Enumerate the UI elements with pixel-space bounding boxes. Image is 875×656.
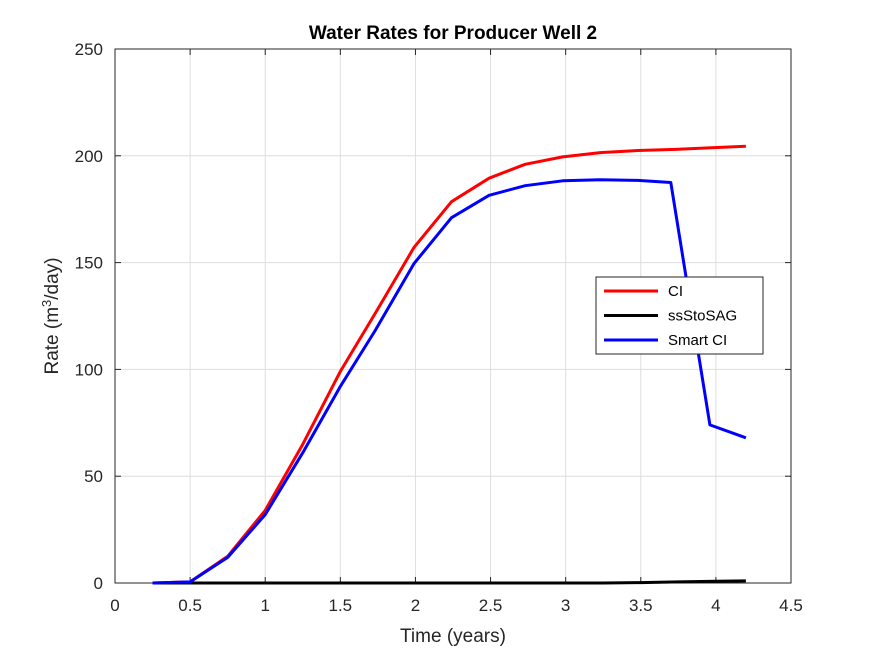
series-line-ci — [152, 144, 746, 585]
x-tick-label: 3 — [561, 596, 570, 615]
y-tick-label: 150 — [75, 254, 103, 273]
x-tick-label: 3.5 — [629, 596, 653, 615]
x-tick-label: 2.5 — [479, 596, 503, 615]
y-tick-label: 250 — [75, 40, 103, 59]
y-tick-label: 200 — [75, 147, 103, 166]
chart-title: Water Rates for Producer Well 2 — [309, 23, 597, 44]
legend-label-ci: CI — [668, 283, 683, 300]
x-tick-label: 4 — [711, 596, 720, 615]
series-line-smart-ci — [152, 178, 747, 585]
y-tick-label: 100 — [75, 360, 103, 379]
legend-label-smart-ci: Smart CI — [668, 332, 727, 349]
x-tick-label: 1.5 — [329, 596, 353, 615]
legend-label-ssstosag: ssStoSAG — [668, 308, 737, 325]
x-tick-label: 1 — [260, 596, 269, 615]
y-axis-label-prefix: Rate (m — [42, 307, 63, 375]
y-axis-label-superscript: 3 — [39, 300, 54, 307]
series-lines — [152, 144, 747, 585]
y-axis-label-suffix: /day) — [42, 257, 63, 299]
x-tick-label: 0 — [110, 596, 119, 615]
y-axis-label: Rate (m3/day) — [39, 257, 63, 374]
x-tick-label: 4.5 — [779, 596, 803, 615]
x-axis-label: Time (years) — [400, 626, 506, 647]
y-tick-label: 50 — [84, 467, 103, 486]
x-tick-label: 2 — [411, 596, 420, 615]
y-tick-label: 0 — [94, 574, 103, 593]
legend: CI ssStoSAG Smart CI — [595, 276, 764, 355]
x-tick-label: 0.5 — [178, 596, 202, 615]
series-line-ssstosag — [152, 579, 746, 585]
